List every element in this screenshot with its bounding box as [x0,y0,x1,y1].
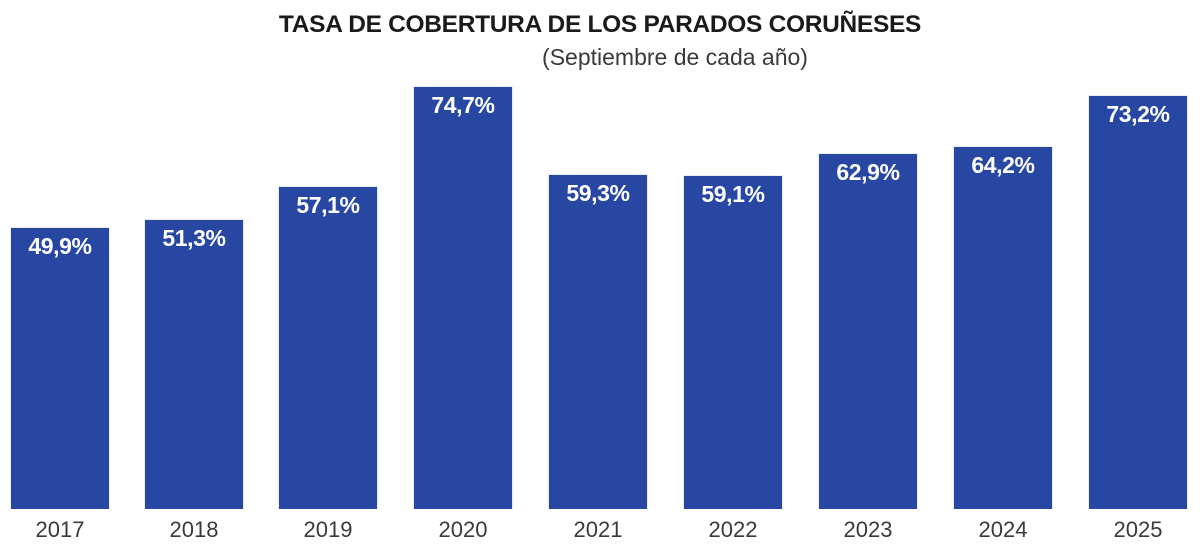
bar-value-label-2021: 59,3% [566,180,630,206]
x-axis-label-2020: 2020 [438,517,488,542]
x-axis-label-2021: 2021 [573,517,623,542]
bar-group-2022: 59,1% 2022 [683,175,783,541]
bar-value-label-2017: 49,9% [28,233,92,259]
bar-group-2023: 62,9% 2023 [818,153,918,541]
bar-group-2018: 51,3% 2018 [144,219,244,541]
x-axis-label-2024: 2024 [978,517,1028,542]
x-axis-label-2018: 2018 [169,517,219,542]
bar-group-2019: 57,1% 2019 [278,186,378,541]
bar-value-label-2020: 74,7% [431,92,495,118]
x-axis-label-2023: 2023 [843,517,893,542]
bar-value-label-2019: 57,1% [296,192,360,218]
bar-2021[interactable]: 59,3% [548,174,648,509]
bar-value-label-2023: 62,9% [836,159,900,185]
chart-header: TASA DE COBERTURA DE LOS PARADOS CORUÑES… [0,0,1200,71]
bar-2020[interactable]: 74,7% [413,86,513,509]
bar-2022[interactable]: 59,1% [683,175,783,509]
bar-2018[interactable]: 51,3% [144,219,244,509]
x-axis-label-2017: 2017 [35,517,85,542]
bar-2019[interactable]: 57,1% [278,186,378,509]
chart-subtitle: (Septiembre de cada año) [542,43,808,70]
x-axis-label-2022: 2022 [708,517,758,542]
x-axis-label-2019: 2019 [303,517,353,542]
bar-value-label-2025: 73,2% [1106,101,1170,127]
x-axis-label-2025: 2025 [1113,517,1163,542]
bar-value-label-2022: 59,1% [701,181,765,207]
chart-title: TASA DE COBERTURA DE LOS PARADOS CORUÑES… [278,11,922,38]
bar-2024[interactable]: 64,2% [953,146,1053,509]
bar-group-2025: 73,2% 2025 [1088,95,1188,541]
bar-value-label-2024: 64,2% [971,152,1035,178]
bar-group-2020: 74,7% 2020 [413,86,513,541]
bar-group-2017: 49,9% 2017 [10,227,110,541]
bar-2023[interactable]: 62,9% [818,153,918,509]
bar-group-2024: 64,2% 2024 [953,146,1053,541]
bar-group-2021: 59,3% 2021 [548,174,648,541]
bar-2025[interactable]: 73,2% [1088,95,1188,509]
bar-value-label-2018: 51,3% [162,225,226,251]
bar-2017[interactable]: 49,9% [10,227,110,509]
